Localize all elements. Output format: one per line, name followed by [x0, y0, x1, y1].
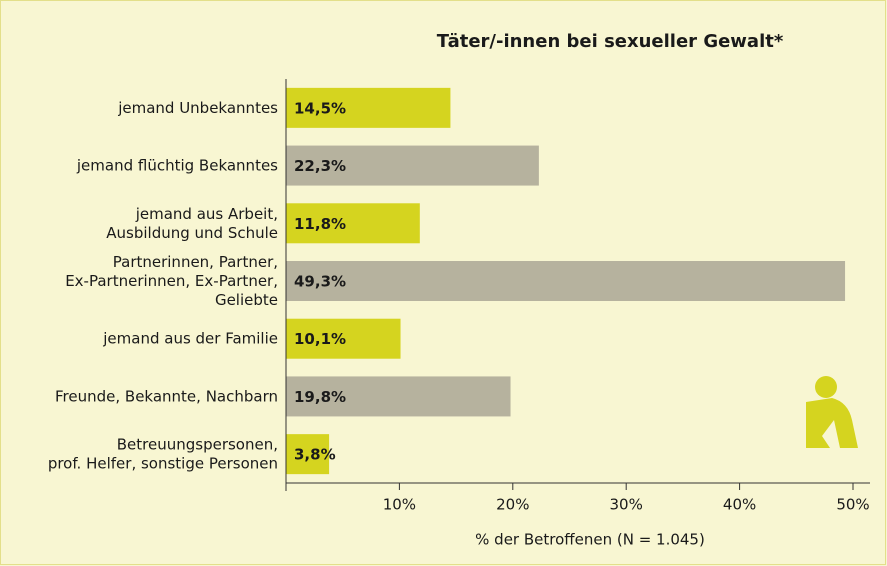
bar — [286, 376, 511, 417]
bar — [286, 145, 539, 186]
bar — [286, 434, 330, 475]
category-label: jemand flüchtig Bekanntes — [76, 156, 278, 174]
value-label: 49,3% — [294, 273, 346, 291]
bar — [286, 318, 401, 359]
value-label: 10,1% — [294, 330, 346, 348]
logo-icon — [806, 376, 858, 448]
x-tick-label: 30% — [610, 496, 643, 514]
category-label: Betreuungspersonen, prof. Helfer, sonstig… — [48, 435, 278, 472]
value-label: 14,5% — [294, 99, 346, 117]
value-label: 19,8% — [294, 388, 346, 406]
value-label: 11,8% — [294, 215, 346, 233]
x-tick-label: 20% — [496, 496, 529, 514]
x-tick-label: 40% — [723, 496, 756, 514]
x-tick-label: 10% — [383, 496, 416, 514]
x-tick-label: 50% — [836, 496, 869, 514]
bar — [286, 203, 420, 244]
chart-title: Täter/-innen bei sexueller Gewalt* — [437, 31, 784, 52]
value-label: 3,8% — [294, 446, 336, 464]
bar — [286, 261, 846, 301]
x-axis-label: % der Betroffenen (N = 1.045) — [475, 531, 705, 549]
category-label: Partnerinnen, Partner, Ex-Partnerinnen, E… — [65, 253, 278, 309]
category-label: jemand Unbekanntes — [117, 98, 278, 116]
bar — [286, 87, 451, 128]
category-label: Freunde, Bekannte, Nachbarn — [55, 387, 278, 405]
category-label: jemand aus Arbeit, Ausbildung und Schule — [106, 204, 278, 241]
category-label: jemand aus der Familie — [102, 329, 278, 347]
value-label: 22,3% — [294, 157, 346, 175]
